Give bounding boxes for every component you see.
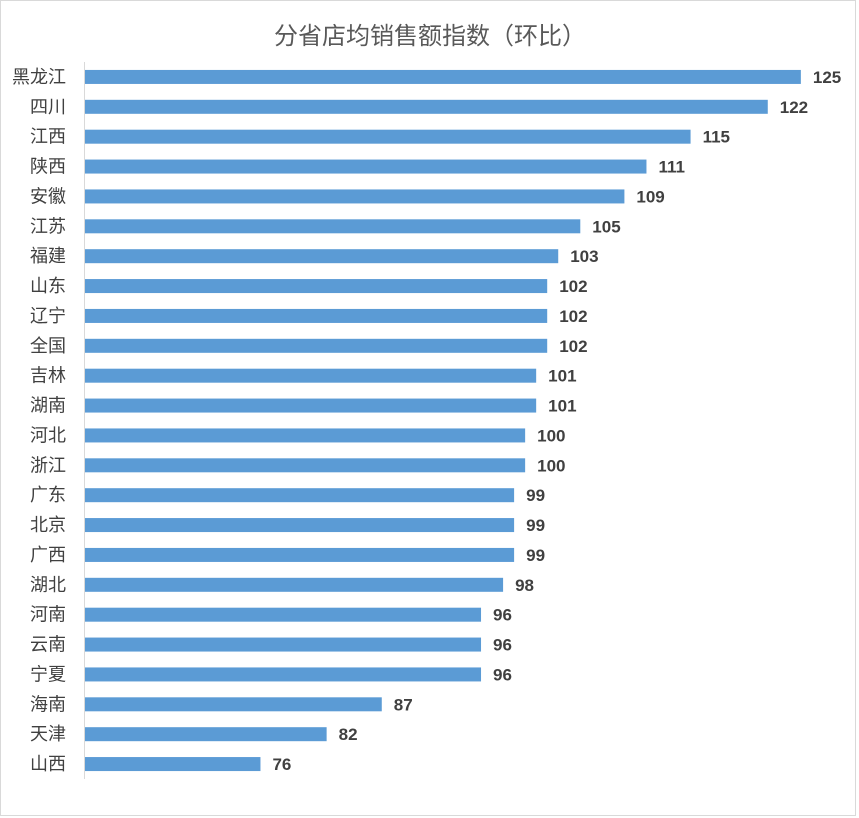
category-label-9: 辽宁 [30, 306, 66, 326]
bar-20 [84, 637, 482, 652]
category-label-22: 海南 [30, 694, 66, 714]
value-label-9: 102 [559, 307, 587, 326]
bar-4 [84, 159, 647, 174]
category-label-11: 吉林 [30, 366, 66, 386]
value-label-6: 105 [592, 217, 620, 236]
value-label-24: 76 [272, 755, 291, 774]
bar-6 [84, 219, 581, 234]
value-label-15: 99 [526, 486, 545, 505]
value-label-10: 102 [559, 337, 587, 356]
value-label-20: 96 [493, 636, 512, 655]
bar-1 [84, 69, 801, 84]
bar-15 [84, 488, 515, 503]
category-label-12: 湖南 [30, 396, 66, 416]
category-label-19: 河南 [30, 605, 66, 625]
value-label-3: 115 [703, 128, 730, 147]
bar-9 [84, 308, 548, 323]
value-label-5: 109 [636, 187, 664, 206]
category-label-14: 浙江 [30, 455, 66, 475]
category-label-24: 山西 [30, 754, 66, 774]
value-labels-group: 125 122 115 111 109 105 103 102 102 102 101 101 100 1… [272, 68, 841, 774]
value-label-12: 101 [548, 397, 576, 416]
bar-16 [84, 518, 515, 533]
category-label-13: 河北 [30, 425, 66, 445]
bar-14 [84, 458, 526, 473]
value-label-7: 103 [570, 247, 598, 266]
value-label-1: 125 [813, 68, 841, 87]
category-label-8: 山东 [30, 276, 66, 296]
bar-22 [84, 697, 382, 712]
category-label-17: 广西 [30, 545, 66, 565]
category-label-18: 湖北 [30, 575, 66, 595]
category-label-10: 全国 [30, 336, 66, 356]
value-label-17: 99 [526, 546, 545, 565]
value-label-2: 122 [780, 98, 808, 117]
bar-2 [84, 99, 768, 114]
value-label-11: 101 [548, 367, 576, 386]
category-label-15: 广东 [30, 485, 66, 505]
category-label-5: 安徽 [30, 186, 66, 206]
category-label-1: 黑龙江 [12, 67, 66, 87]
category-label-3: 江西 [30, 127, 66, 147]
bar-19 [84, 607, 482, 622]
bar-12 [84, 398, 537, 413]
value-label-8: 102 [559, 277, 587, 296]
bar-13 [84, 428, 526, 443]
bar-5 [84, 189, 625, 204]
value-label-22: 87 [394, 695, 413, 714]
category-label-23: 天津 [30, 724, 66, 744]
category-label-7: 福建 [30, 246, 66, 266]
value-label-21: 96 [493, 665, 512, 684]
bar-24 [84, 757, 261, 772]
bar-7 [84, 249, 559, 264]
bar-18 [84, 577, 504, 592]
bar-11 [84, 368, 537, 383]
bar-3 [84, 129, 691, 144]
category-label-4: 陕西 [30, 157, 66, 177]
bar-21 [84, 667, 482, 682]
category-label-20: 云南 [30, 635, 66, 655]
value-label-19: 96 [493, 606, 512, 625]
bar-23 [84, 727, 327, 742]
bar-10 [84, 338, 548, 353]
category-label-6: 江苏 [30, 216, 66, 236]
category-label-2: 四川 [30, 97, 66, 117]
value-label-14: 100 [537, 456, 565, 475]
value-label-23: 82 [339, 725, 358, 744]
value-label-4: 111 [658, 158, 685, 177]
bar-8 [84, 279, 548, 294]
category-label-16: 北京 [30, 515, 66, 535]
value-label-13: 100 [537, 426, 565, 445]
bars-group [84, 69, 801, 772]
value-label-18: 98 [515, 576, 534, 595]
chart-title: 分省店均销售额指数（环比） [274, 23, 586, 50]
category-label-21: 宁夏 [30, 664, 66, 684]
bar-17 [84, 547, 515, 562]
category-labels-group: 黑龙江四川江西陕西安徽江苏福建山东辽宁全国吉林湖南河北浙江广东北京广西湖北河南云… [12, 67, 66, 774]
value-label-16: 99 [526, 516, 545, 535]
